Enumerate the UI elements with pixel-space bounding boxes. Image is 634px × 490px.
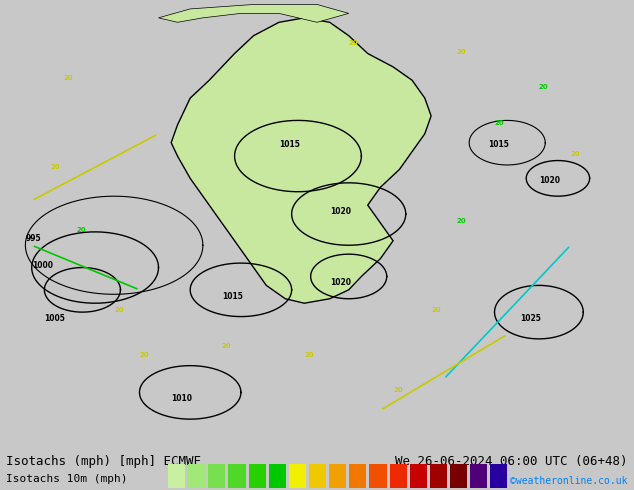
Polygon shape <box>171 18 431 303</box>
Text: 75: 75 <box>433 481 444 490</box>
Text: 20: 20 <box>114 307 124 313</box>
Text: 1020: 1020 <box>330 278 351 287</box>
Text: 55: 55 <box>353 481 363 490</box>
Polygon shape <box>222 107 368 201</box>
Text: 995: 995 <box>25 234 41 243</box>
Text: 20: 20 <box>571 151 580 157</box>
Text: 20: 20 <box>393 388 403 393</box>
Text: 30: 30 <box>252 481 262 490</box>
Text: 20: 20 <box>63 75 73 81</box>
Text: 1025: 1025 <box>520 314 541 323</box>
Text: 70: 70 <box>413 481 424 490</box>
Text: 90: 90 <box>493 481 504 490</box>
Text: 15: 15 <box>191 481 202 490</box>
Text: 10: 10 <box>171 481 182 490</box>
Text: 20: 20 <box>431 307 441 313</box>
FancyBboxPatch shape <box>329 464 346 488</box>
FancyBboxPatch shape <box>370 464 387 488</box>
Text: 35: 35 <box>272 481 283 490</box>
FancyBboxPatch shape <box>269 464 286 488</box>
FancyBboxPatch shape <box>470 464 487 488</box>
Text: 20: 20 <box>349 40 358 46</box>
Text: 1015: 1015 <box>488 140 509 149</box>
Text: Isotachs (mph) [mph] ECMWF: Isotachs (mph) [mph] ECMWF <box>6 455 202 468</box>
Text: 40: 40 <box>292 481 302 490</box>
Text: 1015: 1015 <box>279 140 300 149</box>
Text: 1000: 1000 <box>32 261 53 270</box>
Text: 1020: 1020 <box>330 207 351 216</box>
Text: Isotachs 10m (mph): Isotachs 10m (mph) <box>6 474 128 484</box>
Text: 45: 45 <box>312 481 323 490</box>
Text: 20: 20 <box>51 165 60 171</box>
FancyBboxPatch shape <box>349 464 366 488</box>
Text: 20: 20 <box>76 227 86 233</box>
Text: We 26-06-2024 06:00 UTC (06+48): We 26-06-2024 06:00 UTC (06+48) <box>395 455 628 468</box>
Text: 1020: 1020 <box>539 176 560 185</box>
FancyBboxPatch shape <box>450 464 467 488</box>
Text: 20: 20 <box>304 352 314 358</box>
Text: 1010: 1010 <box>171 394 192 403</box>
Text: 85: 85 <box>473 481 484 490</box>
FancyBboxPatch shape <box>389 464 406 488</box>
FancyBboxPatch shape <box>289 464 306 488</box>
Text: 60: 60 <box>373 481 383 490</box>
Text: 50: 50 <box>332 481 343 490</box>
FancyBboxPatch shape <box>188 464 205 488</box>
Text: 1005: 1005 <box>44 314 65 323</box>
FancyBboxPatch shape <box>430 464 447 488</box>
FancyBboxPatch shape <box>209 464 226 488</box>
FancyBboxPatch shape <box>228 464 245 488</box>
FancyBboxPatch shape <box>410 464 427 488</box>
Text: 80: 80 <box>453 481 464 490</box>
Text: 1015: 1015 <box>222 292 243 301</box>
Polygon shape <box>158 4 349 22</box>
Text: 25: 25 <box>231 481 242 490</box>
Text: 20: 20 <box>495 120 504 126</box>
FancyBboxPatch shape <box>168 464 185 488</box>
Text: 20: 20 <box>456 49 466 54</box>
Text: 20: 20 <box>456 218 466 224</box>
Text: 20: 20 <box>222 343 231 349</box>
Text: ©weatheronline.co.uk: ©weatheronline.co.uk <box>510 476 628 486</box>
FancyBboxPatch shape <box>249 464 266 488</box>
Text: 20: 20 <box>139 352 149 358</box>
Text: 20: 20 <box>539 84 548 90</box>
Text: 20: 20 <box>211 481 222 490</box>
Text: 65: 65 <box>392 481 403 490</box>
FancyBboxPatch shape <box>490 464 507 488</box>
FancyBboxPatch shape <box>309 464 326 488</box>
